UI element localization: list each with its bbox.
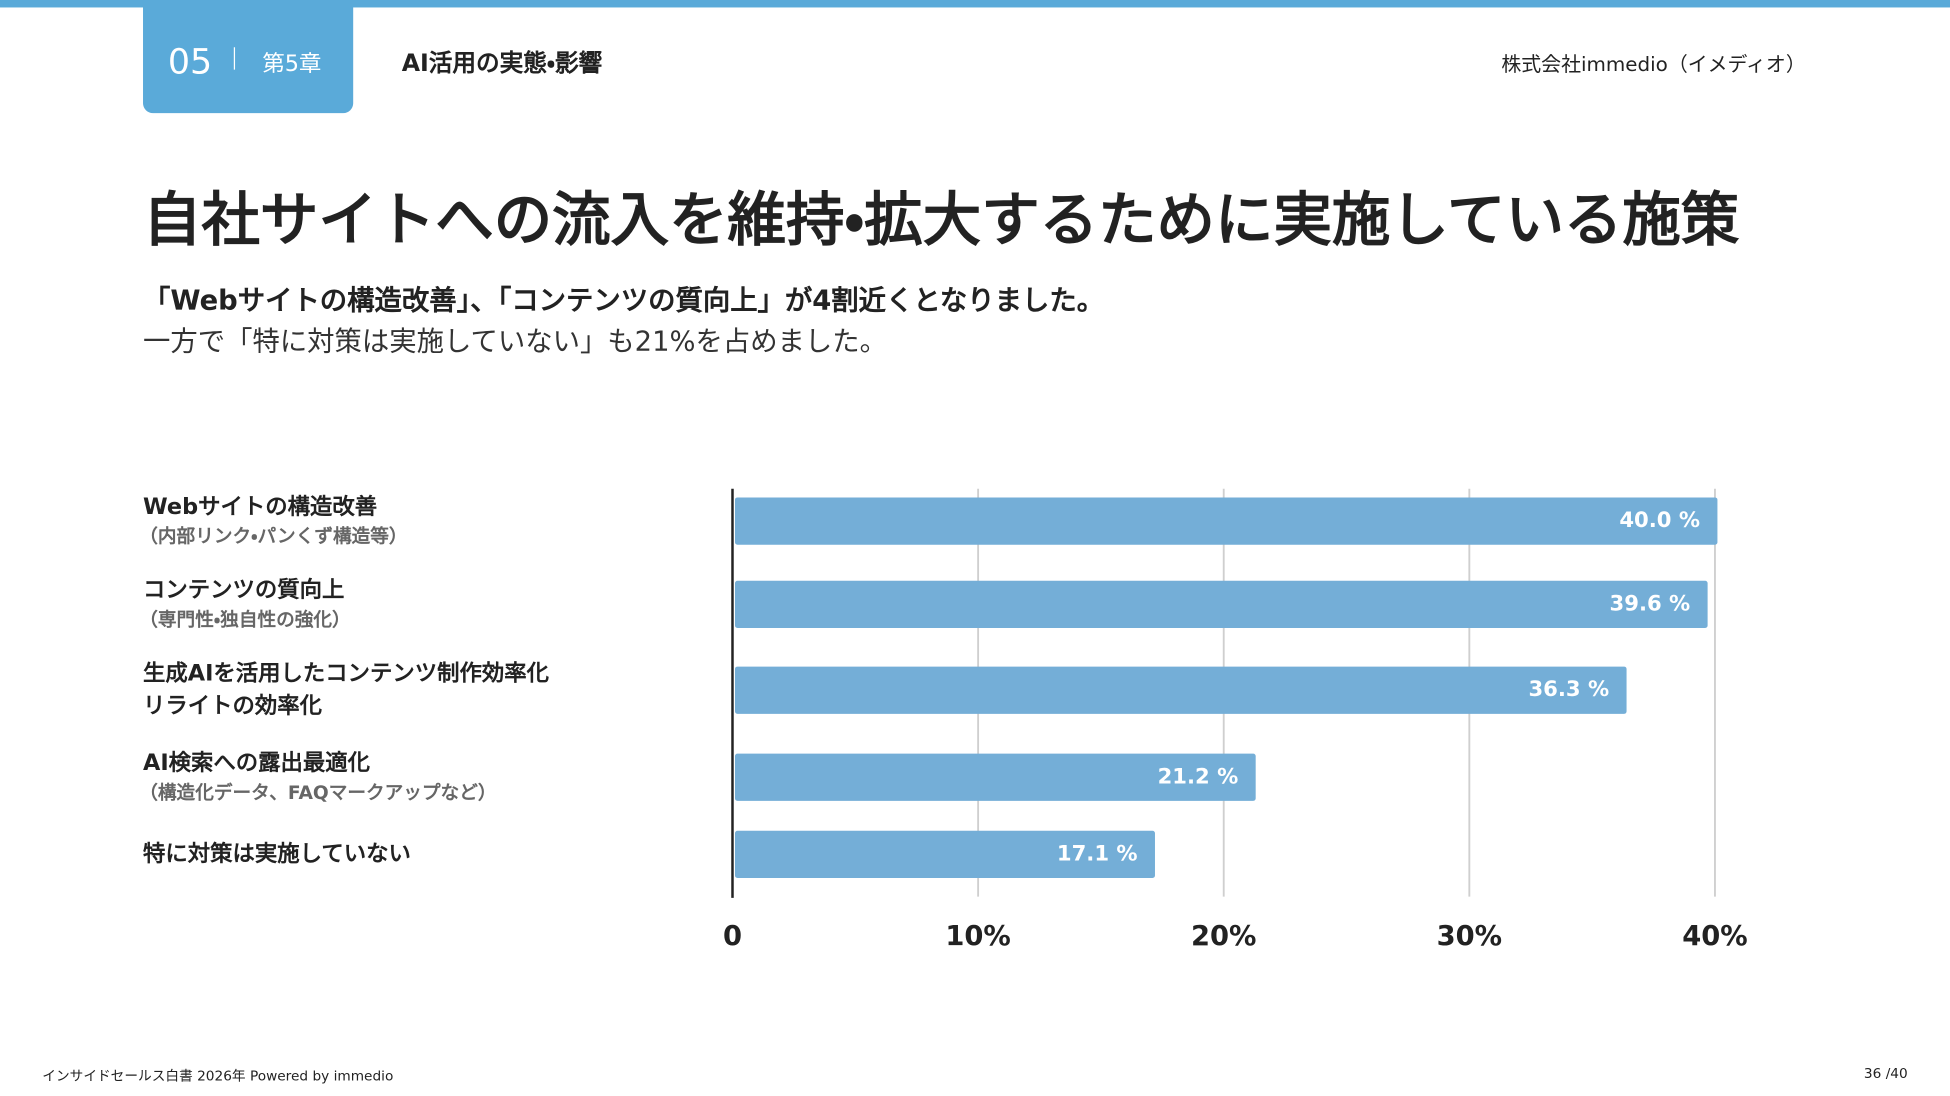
value-label: 40.0 % <box>1619 507 1700 532</box>
category-note: （内部リンク・パンくず構造等） <box>139 526 407 548</box>
page-number: 36 /40 <box>1863 1065 1908 1082</box>
x-tick-label: 40% <box>1682 921 1747 952</box>
category-label-line: リライトの効率化 <box>143 693 323 719</box>
bar <box>734 753 1256 801</box>
category-label: AI検索への露出最適化 <box>143 750 371 776</box>
section-title: AI活用の実態・影響 <box>401 49 603 78</box>
lead-text: 「Webサイトの構造改善」、「コンテンツの質向上」が4割近くとなりました。 <box>143 286 1105 318</box>
value-label: 17.1 % <box>1057 840 1138 865</box>
note-text: 一方で「特に対策は実施していない」も21%を占めました。 <box>143 327 888 359</box>
value-label: 36.3 % <box>1528 676 1609 701</box>
company: 株式会社immedio（イメディオ） <box>1501 52 1806 76</box>
x-tick-label: 20% <box>1191 921 1256 952</box>
x-tick-label: 30% <box>1437 921 1502 952</box>
value-label: 39.6 % <box>1610 590 1691 615</box>
footer-source: インサイドセールス白書 2026年 Powered by immedio <box>42 1068 394 1085</box>
value-label: 21.2 % <box>1158 763 1239 788</box>
bar <box>734 666 1627 714</box>
chapter-number: 05 <box>167 41 213 83</box>
category-note: （構造化データ、FAQマークアップなど） <box>139 782 496 804</box>
x-tick-label: 10% <box>945 921 1010 952</box>
top-bar <box>0 0 1950 8</box>
category-label: 特に対策は実施していない <box>143 840 411 867</box>
category-label: 生成AIを活用したコンテンツ制作効率化 <box>143 661 550 687</box>
divider <box>233 47 236 70</box>
bar <box>734 580 1708 629</box>
category-label: コンテンツの質向上 <box>143 576 344 603</box>
x-tick-label: 0 <box>723 921 742 952</box>
bar <box>734 830 1155 878</box>
category-label: Webサイトの構造改善 <box>143 493 377 520</box>
chapter-tab <box>143 0 354 114</box>
bar <box>734 497 1718 545</box>
category-note: （専門性・独自性の強化） <box>139 609 350 631</box>
slide-title: 自社サイトへの流入を維持・拡大するために実施している施策 <box>143 186 1740 255</box>
chapter-label: 第5章 <box>262 50 322 78</box>
